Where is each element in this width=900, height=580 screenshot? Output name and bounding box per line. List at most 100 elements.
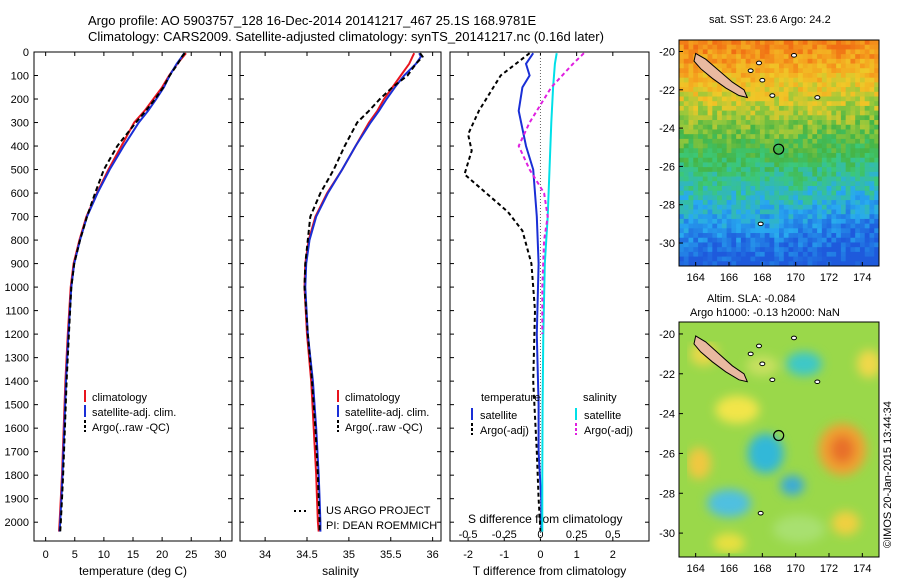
sst-cell <box>798 171 804 177</box>
sst-cell <box>683 143 689 149</box>
sst-cell <box>721 167 728 173</box>
sst-cell <box>731 124 737 130</box>
sst-cell <box>731 148 737 154</box>
sst-cell <box>688 148 694 154</box>
y-tick-label: 1300 <box>5 353 29 365</box>
sst-cell <box>855 237 861 243</box>
sst-cell <box>831 105 837 112</box>
sst-cell <box>869 49 875 55</box>
sst-cell <box>840 190 847 196</box>
sst-cell <box>774 162 780 168</box>
sst-cell <box>802 58 808 64</box>
sst-cell <box>850 105 856 112</box>
sst-cell <box>717 200 723 206</box>
sst-cell <box>831 148 837 154</box>
sst-cell <box>831 256 837 262</box>
sst-cell <box>764 167 770 173</box>
sst-cell <box>798 153 804 159</box>
sst-cell <box>774 251 780 257</box>
sst-cell <box>721 91 728 97</box>
sst-cell <box>817 167 823 173</box>
sst-cell <box>831 162 837 168</box>
sst-cell <box>755 247 761 253</box>
sst-cell <box>740 54 747 60</box>
sst-cell <box>683 200 689 206</box>
series-line-temperature-argo-adj- <box>463 52 542 532</box>
s-tick-label: 0 <box>537 529 543 541</box>
sst-cell <box>726 237 732 243</box>
sst-cell <box>845 77 851 83</box>
sst-cell <box>831 120 837 126</box>
sst-cell <box>779 228 785 234</box>
sst-cell <box>874 68 879 74</box>
sst-cell <box>850 138 856 144</box>
sst-cell <box>774 54 780 60</box>
sst-cell <box>869 129 875 135</box>
sst-cell <box>750 256 756 262</box>
sst-cell <box>859 153 866 159</box>
sst-cell <box>717 82 723 88</box>
sst-cell <box>793 204 799 210</box>
sst-cell <box>779 181 785 187</box>
sst-cell <box>807 218 813 225</box>
sst-cell <box>740 247 747 253</box>
sst-cell <box>821 233 828 239</box>
sst-cell <box>812 54 818 60</box>
sst-cell <box>779 54 785 60</box>
sst-cell <box>717 96 723 102</box>
sst-cell <box>807 228 813 234</box>
sst-cell <box>869 185 875 192</box>
sst-cell <box>736 214 742 220</box>
sst-cell <box>855 181 861 187</box>
sst-cell <box>783 171 789 177</box>
sst-cell <box>831 228 837 234</box>
sst-cell <box>802 105 808 112</box>
sst-cell <box>779 87 785 93</box>
sst-cell <box>845 143 851 149</box>
sst-cell <box>712 228 718 234</box>
x-tick-label: 10 <box>98 549 110 561</box>
sst-cell <box>826 181 832 187</box>
sst-cell <box>798 134 804 140</box>
sst-cell <box>755 87 761 93</box>
sst-cell <box>855 218 861 225</box>
sst-cell <box>769 134 775 140</box>
sst-cell <box>869 40 875 46</box>
sst-cell <box>831 58 837 64</box>
sst-cell <box>769 171 775 177</box>
sst-cell <box>826 87 832 93</box>
sst-cell <box>831 195 837 201</box>
sst-cell <box>821 237 828 243</box>
sst-cell <box>845 105 851 112</box>
sst-cell <box>779 124 785 130</box>
sst-cell <box>845 195 851 201</box>
sst-cell <box>850 157 856 163</box>
sst-cell <box>717 167 723 173</box>
sst-cell <box>679 204 685 210</box>
sst-cell <box>683 134 689 140</box>
sst-cell <box>726 162 732 168</box>
sst-cell <box>698 49 704 55</box>
sst-cell <box>831 233 837 239</box>
map-lat-label: -24 <box>659 123 675 135</box>
sst-cell <box>836 134 842 140</box>
sst-cell <box>702 195 708 201</box>
sst-cell <box>740 223 747 229</box>
sst-cell <box>712 223 718 229</box>
sst-cell <box>740 138 747 144</box>
sst-cell <box>726 157 732 163</box>
sst-cell <box>859 115 866 121</box>
sst-cell <box>859 110 866 116</box>
sst-cell <box>793 110 799 116</box>
sst-cell <box>745 181 751 187</box>
sst-cell <box>793 223 799 229</box>
sst-cell <box>802 40 808 46</box>
sst-cell <box>755 63 761 69</box>
sst-cell <box>798 233 804 239</box>
sst-cell <box>855 68 861 74</box>
sst-cell <box>774 124 780 130</box>
sst-cell <box>788 242 794 248</box>
sst-cell <box>731 129 737 135</box>
sst-cell <box>845 63 851 69</box>
sst-cell <box>812 247 818 253</box>
